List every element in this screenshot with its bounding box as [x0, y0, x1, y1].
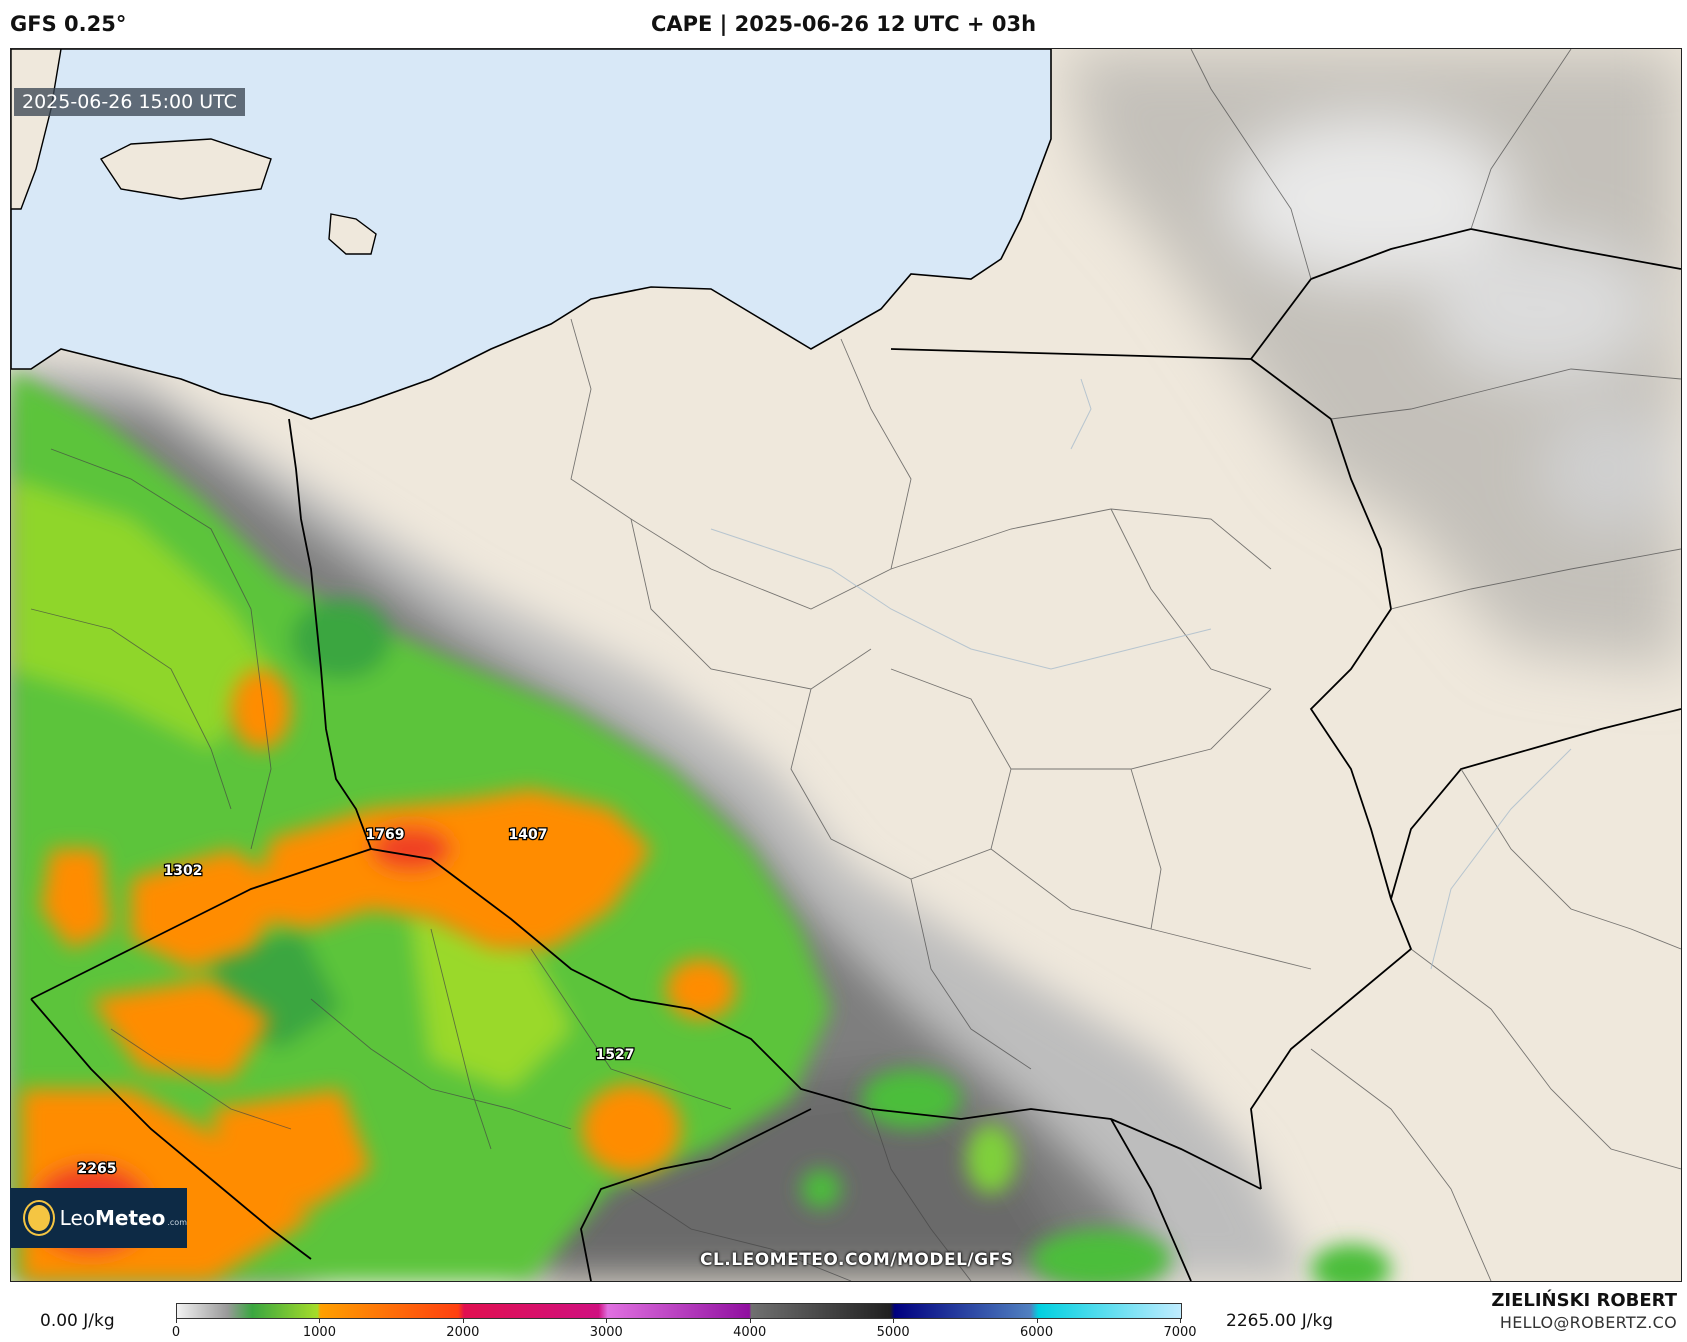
legend-min-label: 0.00 J/kg [40, 1311, 115, 1331]
colorbar-tick [1036, 1318, 1038, 1323]
colorbar-tick [749, 1318, 751, 1323]
source-watermark: CL.LEOMETEO.COM/MODEL/GFS [700, 1250, 1014, 1270]
map-canvas: 1769 1407 1302 1527 2265 [11, 49, 1681, 1281]
colorbar-tick [893, 1318, 895, 1323]
colorbar-tick-label: 7000 [1163, 1325, 1197, 1340]
colorbar-tick [1180, 1318, 1181, 1323]
colorbar-tick [462, 1318, 464, 1323]
author-name: ZIELIŃSKI ROBERT [1491, 1290, 1677, 1311]
country-borders [30, 228, 1681, 1281]
cape-value-label: 1769 [366, 827, 405, 843]
colorbar-tick-label: 6000 [1020, 1325, 1054, 1340]
colorbar-tick [606, 1318, 608, 1323]
regional-borders [30, 49, 1681, 1281]
cape-value-label: 1302 [164, 863, 203, 879]
sun-icon [28, 1205, 50, 1231]
coast-sweden [99, 138, 272, 200]
leometeo-logo[interactable]: LeoMeteo .com [10, 1188, 187, 1248]
colorbar-tick [176, 1318, 177, 1323]
valid-time-badge: 2025-06-26 15:00 UTC [14, 88, 245, 116]
gray-shading-northeast [1061, 49, 1681, 669]
model-name: GFS 0.25° [10, 12, 127, 36]
logo-domain: .com [167, 1217, 187, 1227]
colorbar-tick-label: 1000 [302, 1325, 336, 1340]
bornholm-island [328, 213, 377, 255]
rivers [710, 378, 1572, 970]
colorbar [176, 1303, 1182, 1319]
cape-value-label: 2265 [78, 1161, 117, 1177]
author-email[interactable]: HELLO@ROBERTZ.CO [1499, 1313, 1677, 1332]
colorbar-tick-label: 2000 [446, 1325, 480, 1340]
legend-max-label: 2265.00 J/kg [1226, 1311, 1334, 1331]
cape-map[interactable]: 1769 1407 1302 1527 2265 [10, 48, 1682, 1282]
colorbar-tick-label: 4000 [733, 1325, 767, 1340]
colorbar-tick-label: 0 [171, 1325, 181, 1340]
colorbar-tick [319, 1318, 321, 1323]
colorbar-ticks: 0 1000 2000 3000 4000 5000 6000 7000 [172, 1318, 1197, 1342]
colorbar-tick-label: 5000 [876, 1325, 910, 1340]
cape-value-label: 1407 [509, 827, 548, 843]
cape-value-label: 1527 [596, 1047, 635, 1063]
baltic-sea [11, 49, 1052, 420]
colorbar-tick-label: 3000 [589, 1325, 623, 1340]
logo-text: LeoMeteo [59, 1206, 166, 1230]
map-title: CAPE | 2025-06-26 12 UTC + 03h [650, 12, 1037, 36]
